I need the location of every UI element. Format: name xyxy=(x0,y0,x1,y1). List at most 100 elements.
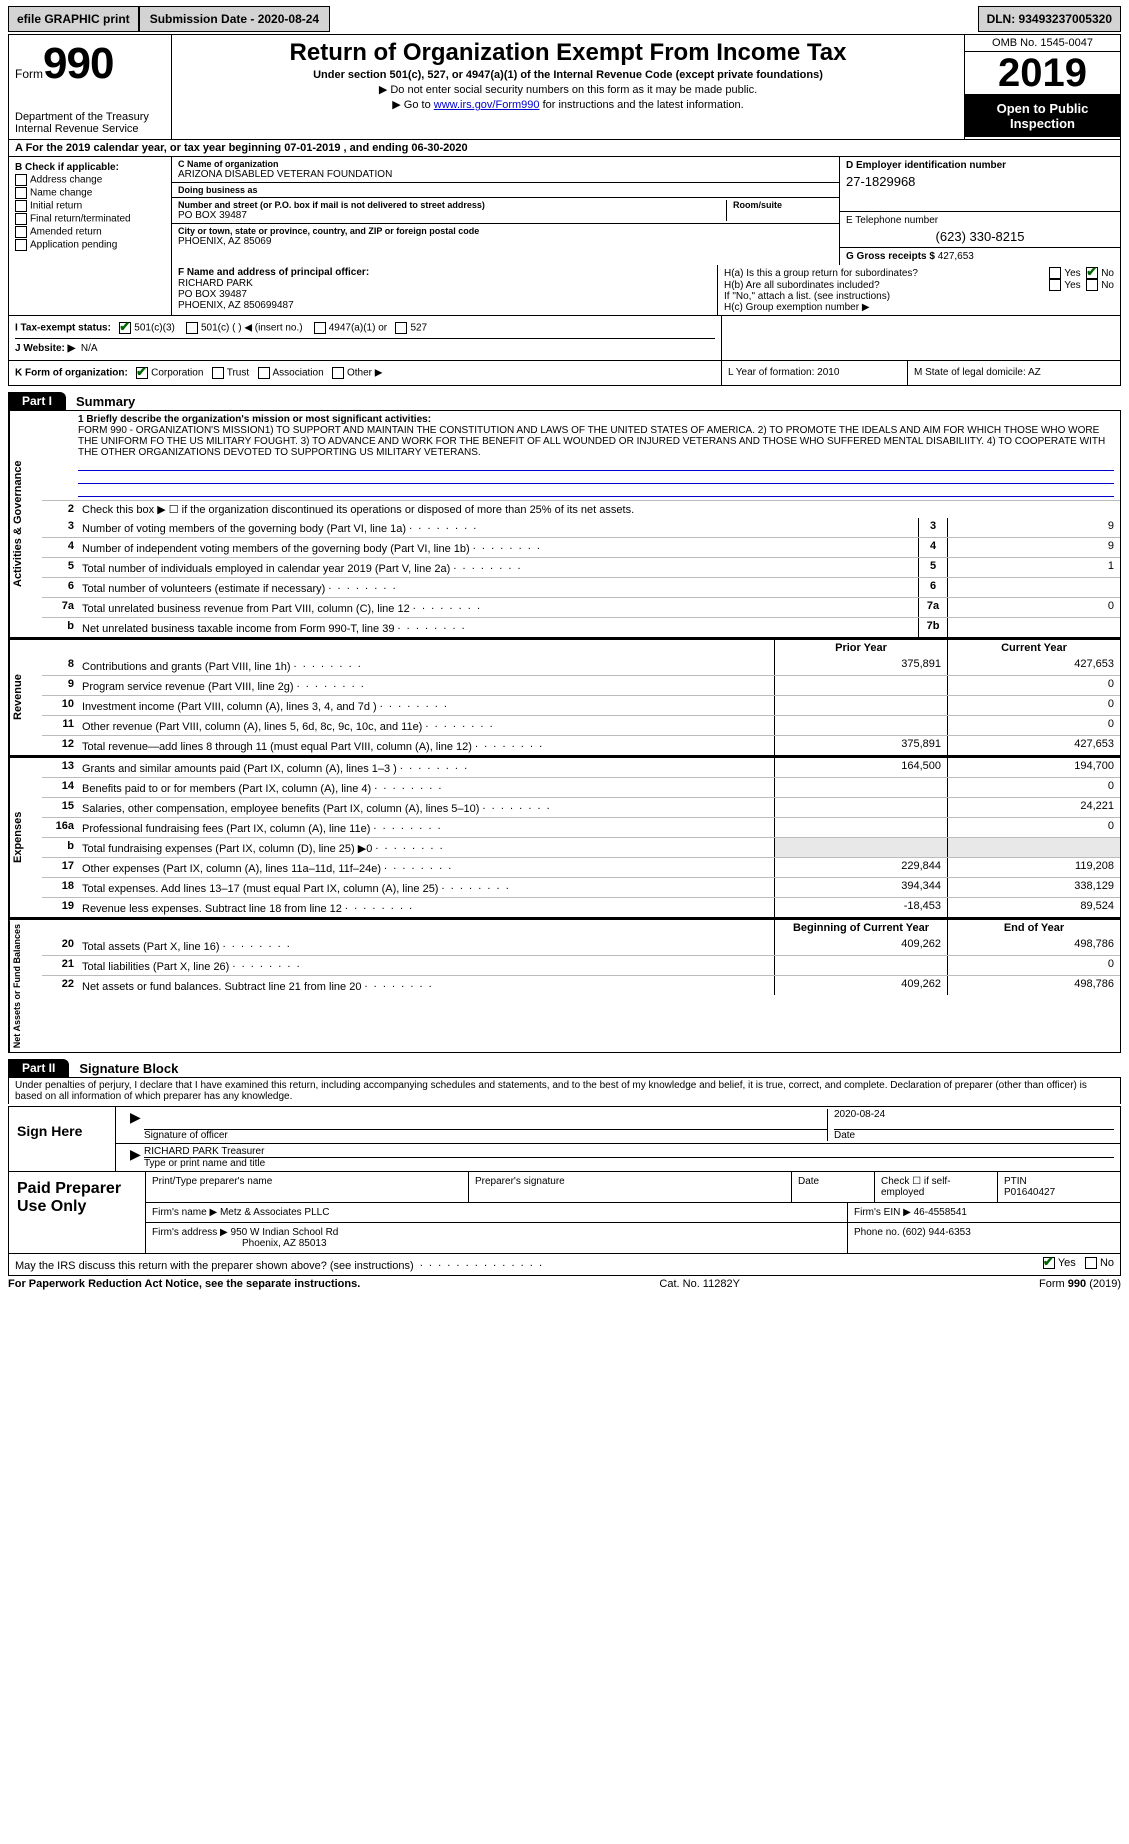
firm-addr2: Phoenix, AZ 85013 xyxy=(152,1238,841,1249)
cb-501c3[interactable] xyxy=(119,322,131,334)
discuss-yes-checkbox[interactable] xyxy=(1043,1257,1055,1269)
hc-label: H(c) Group exemption number ▶ xyxy=(724,302,1114,313)
lbl-application-pending: Application pending xyxy=(30,240,117,251)
org-name: ARIZONA DISABLED VETERAN FOUNDATION xyxy=(178,169,833,180)
prior-year-value xyxy=(774,716,947,735)
hdr-prior-year: Prior Year xyxy=(774,640,947,656)
discuss-no-checkbox[interactable] xyxy=(1085,1257,1097,1269)
prior-year-value: 229,844 xyxy=(774,858,947,877)
part2-tab: Part II xyxy=(8,1059,69,1077)
checkbox-application-pending[interactable] xyxy=(15,239,27,251)
checkbox-name-change[interactable] xyxy=(15,187,27,199)
cb-assoc[interactable] xyxy=(258,367,270,379)
firm-ein: 46-4558541 xyxy=(914,1207,967,1218)
checkbox-final-return[interactable] xyxy=(15,213,27,225)
line-num: 20 xyxy=(42,936,78,955)
phone-lbl: Phone no. xyxy=(854,1227,900,1238)
gross-label: G Gross receipts $ xyxy=(846,251,935,262)
dln-label: DLN: 93493237005320 xyxy=(978,6,1121,32)
phone-val: (602) 944-6353 xyxy=(902,1227,970,1238)
current-year-value: 427,653 xyxy=(947,736,1120,755)
hb-no-checkbox[interactable] xyxy=(1086,279,1098,291)
date-label: Date xyxy=(834,1130,1114,1141)
tel-label: E Telephone number xyxy=(846,215,1114,226)
ha-yes-checkbox[interactable] xyxy=(1049,267,1061,279)
addr-label: Number and street (or P.O. box if mail i… xyxy=(178,200,720,210)
submission-date: Submission Date - 2020-08-24 xyxy=(139,6,330,32)
lbl-corp: Corporation xyxy=(151,368,203,379)
line-value: 0 xyxy=(948,598,1120,617)
checkbox-address-change[interactable] xyxy=(15,174,27,186)
cb-other[interactable] xyxy=(332,367,344,379)
line-text: Contributions and grants (Part VIII, lin… xyxy=(78,656,774,675)
prior-year-value: 164,500 xyxy=(774,758,947,777)
prior-year-value xyxy=(774,818,947,837)
officer-label: F Name and address of principal officer: xyxy=(178,267,711,278)
line-num: b xyxy=(42,838,78,857)
line-text: Net unrelated business taxable income fr… xyxy=(78,618,918,637)
officer-print-name: RICHARD PARK Treasurer xyxy=(144,1146,1114,1158)
lbl-4947: 4947(a)(1) or xyxy=(329,323,387,334)
line-box: 6 xyxy=(918,578,948,597)
form-word: Form xyxy=(15,67,43,81)
cb-501c[interactable] xyxy=(186,322,198,334)
ha-no-checkbox[interactable] xyxy=(1086,267,1098,279)
current-year-value: 119,208 xyxy=(947,858,1120,877)
col-b-title: B Check if applicable: xyxy=(15,162,165,173)
line-text: Salaries, other compensation, employee b… xyxy=(78,798,774,817)
org-name-label: C Name of organization xyxy=(178,159,833,169)
checkbox-initial-return[interactable] xyxy=(15,200,27,212)
cb-trust[interactable] xyxy=(212,367,224,379)
prep-print-name-lbl: Print/Type preparer's name xyxy=(146,1172,469,1202)
lbl-address-change: Address change xyxy=(30,175,102,186)
irs-link[interactable]: www.irs.gov/Form990 xyxy=(434,99,540,111)
checkbox-amended-return[interactable] xyxy=(15,226,27,238)
cb-527[interactable] xyxy=(395,322,407,334)
ha-no: No xyxy=(1101,268,1114,279)
line-num: 22 xyxy=(42,976,78,995)
prior-year-value xyxy=(774,798,947,817)
line-num: 12 xyxy=(42,736,78,755)
lbl-initial-return: Initial return xyxy=(30,201,82,212)
discuss-question: May the IRS discuss this return with the… xyxy=(15,1257,1043,1272)
line-num: 6 xyxy=(42,578,78,597)
cb-corp[interactable] xyxy=(136,367,148,379)
firm-name-lbl: Firm's name ▶ xyxy=(152,1207,217,1218)
line-text: Net assets or fund balances. Subtract li… xyxy=(78,976,774,995)
ein-label: D Employer identification number xyxy=(846,160,1114,171)
officer-addr2: PHOENIX, AZ 850699487 xyxy=(178,300,711,311)
efile-button[interactable]: efile GRAPHIC print xyxy=(8,6,139,32)
line-text: Number of independent voting members of … xyxy=(78,538,918,557)
print-name-label: Type or print name and title xyxy=(144,1158,1114,1169)
lbl-final-return: Final return/terminated xyxy=(30,214,131,225)
line-num: 5 xyxy=(42,558,78,577)
line-num: 17 xyxy=(42,858,78,877)
line-num: 16a xyxy=(42,818,78,837)
line-text: Other revenue (Part VIII, column (A), li… xyxy=(78,716,774,735)
line-num: 10 xyxy=(42,696,78,715)
arrow-icon: ▶ xyxy=(130,1146,144,1169)
line-num: 15 xyxy=(42,798,78,817)
cb-4947[interactable] xyxy=(314,322,326,334)
line-text: Grants and similar amounts paid (Part IX… xyxy=(78,758,774,777)
perjury-text: Under penalties of perjury, I declare th… xyxy=(8,1077,1121,1104)
line-text: Other expenses (Part IX, column (A), lin… xyxy=(78,858,774,877)
prior-year-value: 409,262 xyxy=(774,976,947,995)
prior-year-value: 375,891 xyxy=(774,736,947,755)
prep-selfemp-lbl: Check ☐ if self-employed xyxy=(875,1172,998,1202)
mission-text: FORM 990 - ORGANIZATION'S MISSION1) TO S… xyxy=(78,425,1114,458)
year-formation: L Year of formation: 2010 xyxy=(722,361,908,385)
sign-date: 2020-08-24 xyxy=(834,1109,1114,1130)
hb-yes-checkbox[interactable] xyxy=(1049,279,1061,291)
discuss-yes: Yes xyxy=(1058,1257,1076,1269)
lbl-527: 527 xyxy=(410,323,427,334)
ha-label: H(a) Is this a group return for subordin… xyxy=(724,268,1049,279)
city-value: PHOENIX, AZ 85069 xyxy=(178,236,833,247)
hdr-end-year: End of Year xyxy=(947,920,1120,936)
prior-year-value: 375,891 xyxy=(774,656,947,675)
line-num: 9 xyxy=(42,676,78,695)
dba-label: Doing business as xyxy=(178,185,833,195)
line-text: Number of voting members of the governin… xyxy=(78,518,918,537)
current-year-value: 498,786 xyxy=(947,976,1120,995)
current-year-value: 0 xyxy=(947,778,1120,797)
